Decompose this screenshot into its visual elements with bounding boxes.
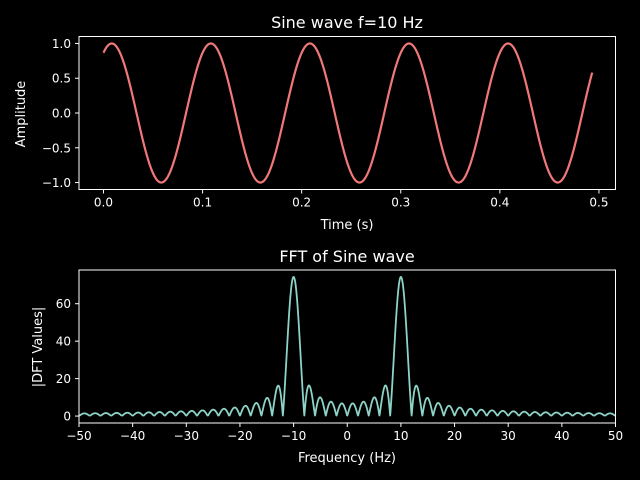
x-tick-label: 0 xyxy=(343,429,351,443)
x-tick-label: −40 xyxy=(120,429,145,443)
x-tick-label: −20 xyxy=(227,429,252,443)
fft-plot-frame xyxy=(78,269,616,424)
x-tick-label: −30 xyxy=(174,429,199,443)
y-tick-label: 0.0 xyxy=(52,107,71,121)
x-tick-label: 0.0 xyxy=(94,196,113,210)
x-tick-label: 0.3 xyxy=(391,196,410,210)
fft-plot-ticks: −50 −40 −30 −20 −10 0 10 20 30 40 50 0 20 40 60 xyxy=(56,297,623,443)
y-tick-label: 20 xyxy=(56,372,71,386)
y-tick-label: 60 xyxy=(56,297,71,311)
y-tick-label: 0 xyxy=(63,410,71,424)
x-tick-label: 40 xyxy=(554,429,569,443)
fft-plot-xlabel: Frequency (Hz) xyxy=(298,451,396,466)
x-tick-label: 0.5 xyxy=(589,196,608,210)
x-tick-label: 50 xyxy=(608,429,623,443)
sine-plot-ylabel: Amplitude xyxy=(14,81,29,148)
y-tick-label: 40 xyxy=(56,335,71,349)
fft-plot: FFT of Sine wave Frequency (Hz) |DFT Val… xyxy=(31,247,623,466)
y-tick-label: −1.0 xyxy=(42,176,71,190)
sine-plot-title: Sine wave f=10 Hz xyxy=(271,13,423,32)
x-tick-label: −10 xyxy=(281,429,306,443)
sine-plot-frame xyxy=(78,36,616,190)
sine-plot-xlabel: Time (s) xyxy=(320,218,374,233)
y-tick-label: 1.0 xyxy=(52,37,71,51)
sine-wave-line xyxy=(102,42,594,184)
x-tick-label: 0.2 xyxy=(292,196,311,210)
x-tick-label: −50 xyxy=(66,429,91,443)
sine-wave-plot: Sine wave f=10 Hz Time (s) Amplitude 0.0… xyxy=(14,13,616,233)
x-tick-label: 30 xyxy=(501,429,516,443)
y-tick-label: 0.5 xyxy=(52,72,71,86)
x-tick-label: 20 xyxy=(447,429,462,443)
fft-magnitude-line xyxy=(78,276,617,417)
sine-plot-ticks: 0.0 0.1 0.2 0.3 0.4 0.5 −1.0 −0.5 0.0 0.5 1.0 xyxy=(42,37,609,210)
x-tick-label: 10 xyxy=(393,429,408,443)
fft-plot-title: FFT of Sine wave xyxy=(279,247,414,266)
fft-plot-ylabel: |DFT Values| xyxy=(31,307,46,388)
x-tick-label: 0.1 xyxy=(193,196,212,210)
y-tick-label: −0.5 xyxy=(42,141,71,155)
x-tick-label: 0.4 xyxy=(490,196,509,210)
